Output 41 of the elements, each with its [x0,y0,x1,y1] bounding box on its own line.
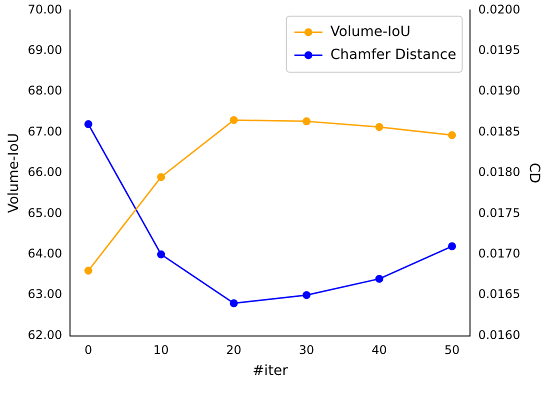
y2-tick-label: 0.0200 [478,2,520,16]
point [157,173,166,182]
y-tick-label: 70.00 [28,2,62,16]
x-tick-label: 50 [444,343,460,358]
y2-tick-label: 0.0160 [478,328,520,342]
point [302,117,311,126]
x-tick-label: 10 [153,343,169,358]
y-tick-label: 62.00 [28,328,62,342]
y-axis-title: Volume-IoU [6,132,22,214]
y2-tick-label: 0.0165 [478,287,520,302]
point [157,250,166,258]
y-tick-label: 63.00 [28,287,62,302]
y2-tick-label: 0.0190 [478,84,520,98]
y-tick-label: 67.00 [28,124,62,138]
y2-tick-label: 0.0170 [478,246,520,261]
point [375,123,384,132]
legend-label: Chamfer Distance [330,46,456,63]
y-tick-label: 68.00 [28,84,62,98]
x-axis-title: #iter [252,363,288,380]
x-tick-label: 40 [372,343,387,358]
y-tick-label: 65.00 [28,206,62,220]
point [302,291,311,300]
y-tick-label: 66.00 [28,165,62,180]
x-tick-label: 30 [298,343,314,358]
y2-tick-label: 0.0180 [478,165,520,180]
y2-tick-label: 0.0185 [478,124,520,138]
y2-tick-label: 0.0175 [478,206,520,220]
x-tick-label: 20 [226,343,242,358]
point [84,266,92,275]
point [84,120,92,128]
y2-axis-title: CD [526,162,542,184]
point [448,242,456,250]
x-tick-label: 0 [84,343,92,358]
y2-tick-label: 0.0195 [478,43,520,58]
y-tick-label: 69.00 [28,43,62,58]
point [375,274,384,283]
y-tick-label: 64.00 [28,246,62,261]
legend-label: Volume-IoU [330,24,410,40]
point [448,131,456,140]
point [230,299,238,308]
point [230,116,238,124]
